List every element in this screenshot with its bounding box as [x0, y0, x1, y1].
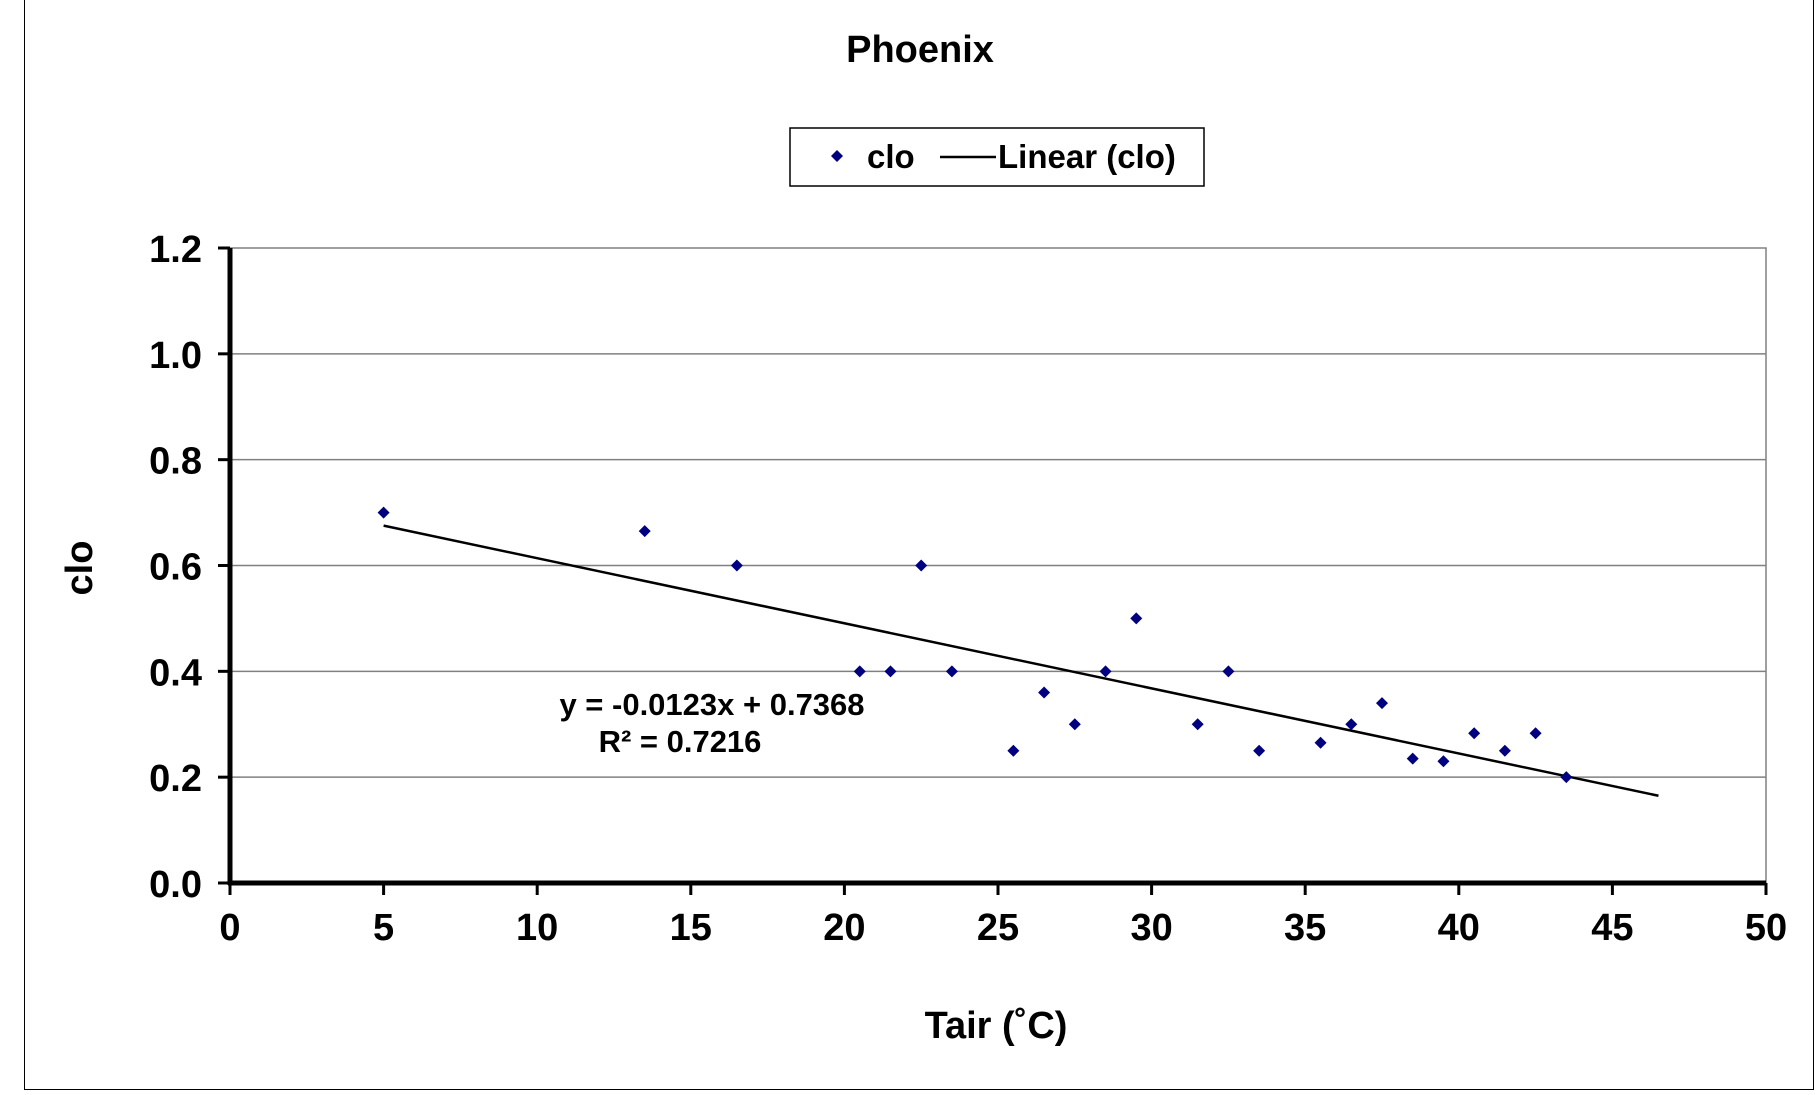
y-tick-label: 0.2: [149, 758, 202, 800]
legend-box: [789, 127, 1205, 187]
x-tick-label: 50: [1745, 907, 1787, 949]
x-tick-label: 20: [823, 907, 865, 949]
y-axis-label: clo: [59, 541, 101, 596]
data-point: [1099, 665, 1112, 678]
trendline-r-squared: R² = 0.7216: [599, 724, 762, 759]
data-point: [1222, 665, 1235, 678]
legend: clo Linear (clo): [789, 127, 1205, 187]
x-tick-label: 0: [219, 907, 240, 949]
data-point: [853, 665, 866, 678]
data-point: [1529, 727, 1542, 740]
data-point: [1007, 744, 1020, 757]
data-point: [1468, 727, 1481, 740]
legend-label-clo: clo: [867, 138, 915, 175]
y-tick-label: 0.6: [149, 547, 202, 589]
data-point: [1560, 771, 1573, 784]
data-point: [1253, 744, 1266, 757]
data-point: [1038, 686, 1051, 699]
data-point: [1406, 752, 1419, 765]
data-point: [1498, 744, 1511, 757]
y-tick-label: 1.0: [149, 335, 202, 377]
x-tick-label: 25: [977, 907, 1019, 949]
x-tick-label: 40: [1438, 907, 1480, 949]
data-point: [1068, 718, 1081, 731]
y-tick-label: 1.2: [149, 229, 202, 271]
legend-label-linear: Linear (clo): [998, 138, 1176, 175]
chart-frame: [24, 0, 1814, 1090]
data-point: [1130, 612, 1143, 625]
x-tick-label: 5: [373, 907, 394, 949]
data-point: [915, 559, 928, 572]
data-point: [1376, 697, 1388, 710]
x-tick-label: 45: [1591, 907, 1633, 949]
plot-area: 0.0 0.2 0.4 0.6 0.8 1.0 1.2 0 5 10 15 20 25 30 35 40 45 5…: [149, 229, 1787, 949]
y-tick-label: 0.4: [149, 652, 202, 694]
data-point: [638, 525, 651, 538]
data-point: [945, 665, 958, 678]
data-point: [377, 506, 390, 519]
y-tick-label: 0.0: [149, 864, 202, 906]
data-point: [1314, 736, 1327, 749]
legend-marker-clo: [831, 150, 843, 162]
chart-title: Phoenix: [846, 29, 994, 71]
data-point: [1345, 718, 1358, 731]
x-tick-label: 35: [1284, 907, 1326, 949]
data-point: [730, 559, 743, 572]
data-point: [1191, 718, 1204, 731]
x-tick-label: 10: [516, 907, 558, 949]
x-tick-label: 15: [670, 907, 712, 949]
trendline-equation: y = -0.0123x + 0.7368: [559, 687, 864, 722]
trendline: [383, 524, 1659, 797]
data-point: [884, 665, 897, 678]
x-axis-label: Tair (˚C): [925, 1005, 1068, 1047]
y-tick-label: 0.8: [149, 441, 202, 483]
x-tick-label: 30: [1130, 907, 1172, 949]
data-point: [1437, 755, 1450, 768]
